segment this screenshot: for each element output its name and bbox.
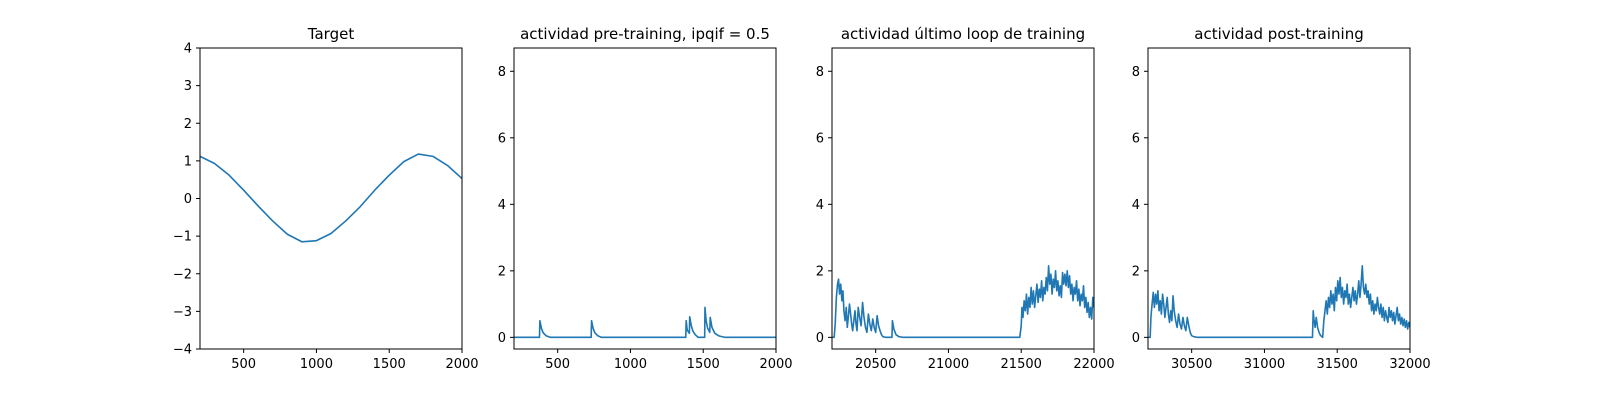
y-tick-label: 8 bbox=[498, 65, 506, 80]
chart-title: Target bbox=[307, 25, 355, 43]
x-tick-label: 31500 bbox=[1317, 357, 1358, 372]
y-tick-label: −2 bbox=[173, 267, 192, 282]
series-line-1 bbox=[832, 265, 1094, 339]
x-tick-label: 21500 bbox=[1001, 357, 1042, 372]
x-tick-label: 22000 bbox=[1073, 357, 1114, 372]
subplot-1: Target 500 1000 1500 2000 −4 −3 −2 −1 0 1 2 3 4 bbox=[173, 25, 479, 372]
y-tick-label: 4 bbox=[498, 198, 506, 213]
x-tick-label: 1500 bbox=[373, 357, 406, 372]
y-tick-label: 6 bbox=[1132, 131, 1140, 146]
x-tick-label: 2000 bbox=[759, 357, 792, 372]
x-tick-label: 21000 bbox=[928, 357, 969, 372]
y-tick-label: 0 bbox=[816, 331, 824, 346]
y-tick-label: 2 bbox=[816, 264, 824, 279]
x-tick-label: 20500 bbox=[855, 357, 896, 372]
y-tick-label: 8 bbox=[1132, 65, 1140, 80]
x-tick-label: 1000 bbox=[300, 357, 333, 372]
y-tick-label: 4 bbox=[816, 198, 824, 213]
y-tick-label: −3 bbox=[173, 305, 192, 320]
x-tick-label: 31000 bbox=[1244, 357, 1285, 372]
axes-frame bbox=[1147, 47, 1411, 350]
y-tick-label: 0 bbox=[184, 192, 192, 207]
axes-frame bbox=[513, 47, 777, 350]
series-line-1 bbox=[514, 306, 776, 339]
subplot-3: actividad último loop de training 20500 21… bbox=[816, 25, 1115, 372]
x-tick-label: 32000 bbox=[1389, 357, 1430, 372]
y-tick-label: 0 bbox=[498, 331, 506, 346]
y-tick-label: 2 bbox=[184, 117, 192, 132]
y-tick-label: 4 bbox=[184, 42, 192, 57]
x-tick-label: 2000 bbox=[445, 357, 478, 372]
x-tick-label: 500 bbox=[545, 357, 570, 372]
y-tick-label: 0 bbox=[1132, 331, 1140, 346]
subplot-2: actividad pre-training, ipqif = 0.5 500 10… bbox=[498, 25, 793, 372]
x-tick-label: 1000 bbox=[614, 357, 647, 372]
series-line-1 bbox=[1148, 265, 1410, 339]
y-tick-label: 2 bbox=[498, 264, 506, 279]
subplot-4: actividad post-training 30500 31000 31500 32… bbox=[1132, 25, 1431, 372]
x-tick-label: 30500 bbox=[1171, 357, 1212, 372]
y-tick-label: 6 bbox=[816, 131, 824, 146]
x-tick-label: 500 bbox=[231, 357, 256, 372]
y-tick-label: −4 bbox=[173, 343, 192, 358]
y-tick-label: 6 bbox=[498, 131, 506, 146]
y-tick-label: 3 bbox=[184, 79, 192, 94]
chart-title: actividad post-training bbox=[1194, 25, 1363, 43]
x-tick-label: 1500 bbox=[687, 357, 720, 372]
chart-title: actividad último loop de training bbox=[841, 25, 1085, 43]
y-tick-label: 2 bbox=[1132, 264, 1140, 279]
y-tick-label: 8 bbox=[816, 65, 824, 80]
y-tick-label: −1 bbox=[173, 230, 192, 245]
axes-frame bbox=[831, 47, 1095, 350]
y-tick-label: 4 bbox=[1132, 198, 1140, 213]
chart-title: actividad pre-training, ipqif = 0.5 bbox=[520, 25, 770, 43]
series-line-1 bbox=[200, 153, 462, 243]
y-tick-label: 1 bbox=[184, 154, 192, 169]
